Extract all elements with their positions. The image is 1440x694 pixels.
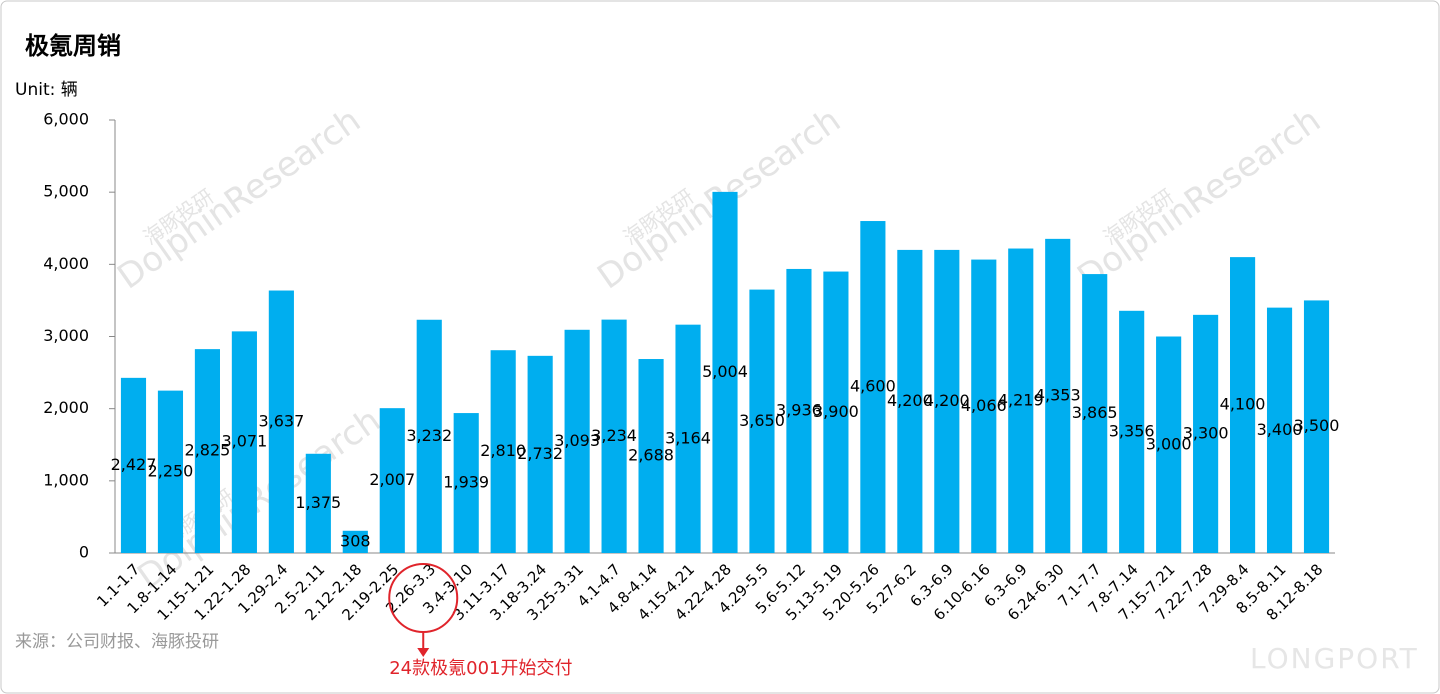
bar	[379, 408, 405, 553]
bar	[1045, 238, 1071, 553]
bar	[823, 271, 849, 553]
data-label: 4,100	[1220, 395, 1266, 414]
bar	[1119, 310, 1145, 553]
bar	[564, 329, 590, 553]
data-label: 3,232	[406, 426, 452, 445]
data-label: 2,250	[148, 461, 194, 480]
data-label: 3,900	[813, 402, 859, 421]
bar	[897, 249, 923, 553]
data-label: 2,427	[111, 455, 157, 474]
bar	[305, 453, 331, 553]
y-tick-label: 1,000	[43, 470, 89, 489]
bar	[157, 390, 184, 553]
y-tick-label: 5,000	[43, 182, 89, 201]
bar	[342, 530, 368, 553]
bar	[1303, 300, 1330, 553]
bar	[1156, 336, 1182, 553]
data-label: 4,353	[1035, 385, 1081, 404]
y-tick-label: 0	[79, 543, 89, 562]
bar	[601, 319, 627, 553]
bar	[231, 331, 257, 553]
annotation: 24款极氪001开始交付	[389, 658, 572, 679]
bar	[120, 377, 147, 553]
data-label: 3,071	[221, 432, 267, 451]
y-tick-label: 6,000	[43, 110, 89, 129]
data-label: 2,688	[628, 446, 674, 465]
data-label: 1,375	[295, 493, 341, 512]
bar	[194, 349, 220, 553]
data-label: 3,164	[665, 428, 711, 447]
data-label: 4,200	[924, 391, 970, 410]
data-label: 3,093	[554, 431, 600, 450]
data-label: 4,066	[961, 396, 1007, 415]
data-label: 308	[340, 531, 371, 550]
bar	[453, 413, 479, 553]
data-label: 2,007	[369, 470, 415, 489]
y-tick-label: 3,000	[43, 326, 89, 345]
bar	[934, 249, 960, 553]
y-tick-label: 4,000	[43, 254, 89, 273]
unit-label: Unit: 辆	[15, 80, 78, 100]
logo: LONGPORT	[1250, 642, 1419, 675]
bar	[860, 221, 886, 554]
bar	[416, 319, 442, 553]
data-label: 3,234	[591, 426, 637, 445]
data-label: 3,650	[739, 411, 785, 430]
data-label: 3,400	[1257, 420, 1303, 439]
source: 来源：公司财报、海豚投研	[15, 632, 219, 652]
data-label: 2,825	[185, 441, 231, 460]
bar	[268, 290, 294, 553]
bar	[527, 355, 553, 553]
data-label: 3,936	[776, 400, 822, 419]
bar	[1266, 307, 1293, 553]
data-label: 3,500	[1294, 416, 1340, 435]
bar	[749, 289, 775, 553]
data-label: 4,200	[887, 391, 933, 410]
bar	[971, 259, 997, 553]
data-label: 1,939	[443, 473, 489, 492]
data-label: 3,300	[1183, 423, 1229, 442]
bar	[1193, 314, 1219, 553]
bar	[786, 268, 812, 553]
bar	[675, 324, 701, 553]
annotation-arrowhead	[417, 648, 430, 657]
bar	[490, 350, 516, 553]
bar	[1082, 274, 1108, 553]
data-label: 3,000	[1146, 434, 1192, 453]
data-label: 2,732	[517, 444, 563, 463]
data-label: 2,810	[480, 441, 526, 460]
bar	[712, 191, 738, 554]
bar	[1008, 248, 1034, 553]
y-tick-label: 2,000	[43, 398, 89, 417]
data-label: 4,600	[850, 377, 896, 396]
data-label: 3,356	[1109, 421, 1155, 440]
chart-title: 极氪周销	[25, 32, 121, 60]
bar	[1230, 257, 1256, 553]
data-label: 4,219	[998, 390, 1044, 409]
data-label: 3,865	[1072, 403, 1118, 422]
data-label: 3,637	[258, 411, 304, 430]
data-label: 5,004	[702, 362, 748, 381]
bar	[638, 359, 664, 553]
